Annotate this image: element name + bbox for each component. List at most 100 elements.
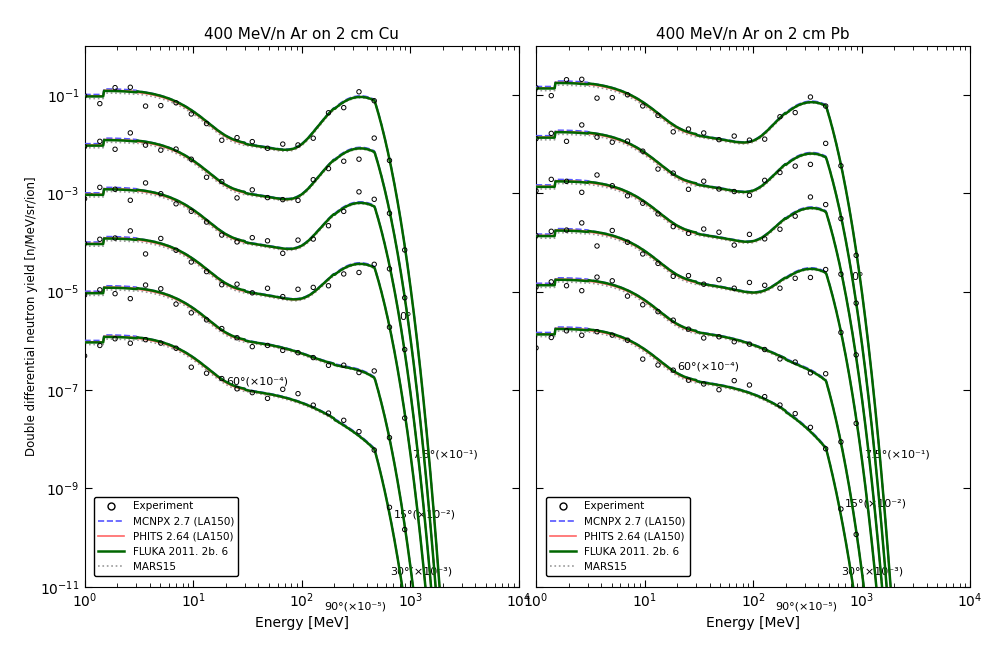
Point: [274, 345, 290, 355]
Point: [771, 168, 787, 178]
Point: [802, 273, 818, 283]
Point: [756, 344, 772, 355]
Point: [214, 135, 230, 145]
Point: [77, 290, 92, 301]
Point: [680, 228, 696, 239]
Point: [137, 334, 153, 345]
Point: [397, 293, 413, 303]
Point: [634, 248, 650, 259]
Point: [711, 184, 727, 194]
Point: [817, 443, 833, 454]
Point: [847, 298, 863, 308]
Point: [786, 211, 802, 222]
Point: [168, 343, 184, 353]
Title: 400 MeV/n Ar on 2 cm Cu: 400 MeV/n Ar on 2 cm Cu: [204, 27, 399, 42]
Point: [320, 360, 336, 370]
Point: [588, 170, 604, 180]
Point: [274, 248, 290, 259]
Point: [229, 237, 245, 247]
Point: [245, 288, 260, 298]
Point: [153, 338, 169, 348]
Point: [528, 343, 544, 353]
Text: 60°(×10⁻⁴): 60°(×10⁻⁴): [226, 376, 287, 387]
Point: [290, 348, 306, 358]
Point: [91, 182, 107, 192]
Point: [711, 385, 727, 395]
Point: [245, 342, 260, 352]
Point: [680, 124, 696, 134]
Point: [381, 502, 397, 512]
Point: [649, 360, 665, 370]
Point: [153, 100, 169, 111]
Point: [756, 233, 772, 244]
Point: [634, 299, 650, 310]
Point: [603, 330, 619, 340]
Text: 30°(×10⁻³): 30°(×10⁻³): [390, 567, 451, 577]
Text: 90°(×10⁻⁵): 90°(×10⁻⁵): [323, 601, 386, 612]
Point: [320, 164, 336, 174]
Point: [603, 93, 619, 103]
Point: [726, 283, 742, 293]
Point: [634, 354, 650, 364]
Point: [543, 276, 559, 287]
Point: [634, 146, 650, 156]
Point: [574, 330, 589, 340]
Point: [558, 176, 574, 186]
Point: [214, 374, 230, 384]
Point: [726, 376, 742, 386]
Point: [817, 368, 833, 379]
Point: [574, 120, 589, 130]
Point: [558, 280, 574, 291]
Point: [603, 181, 619, 191]
Point: [199, 267, 215, 277]
Point: [397, 413, 413, 423]
Point: [91, 234, 107, 244]
Point: [832, 437, 848, 447]
Point: [771, 354, 787, 364]
Point: [381, 263, 397, 274]
Point: [229, 279, 245, 289]
Point: [183, 257, 199, 267]
Point: [726, 336, 742, 347]
Point: [229, 132, 245, 143]
Point: [558, 74, 574, 85]
Text: 7.5°(×10⁻¹): 7.5°(×10⁻¹): [863, 449, 928, 459]
Point: [91, 340, 107, 351]
Point: [305, 175, 321, 185]
Point: [274, 139, 290, 149]
Point: [711, 274, 727, 285]
Point: [771, 400, 787, 410]
Point: [214, 230, 230, 241]
Point: [588, 132, 604, 142]
Point: [274, 384, 290, 394]
Point: [335, 360, 351, 370]
Point: [259, 143, 275, 153]
Point: [558, 225, 574, 235]
Point: [786, 108, 802, 118]
Point: [153, 188, 169, 199]
Point: [107, 334, 123, 344]
Text: 90°(×10⁻⁵): 90°(×10⁻⁵): [774, 601, 836, 612]
Point: [335, 269, 351, 279]
Point: [320, 108, 336, 118]
Point: [741, 229, 756, 239]
Point: [290, 389, 306, 399]
Point: [259, 393, 275, 404]
Point: [290, 284, 306, 295]
Point: [259, 340, 275, 351]
Point: [649, 110, 665, 121]
Point: [77, 194, 92, 204]
Point: [756, 280, 772, 291]
Point: [366, 259, 382, 269]
Point: [335, 102, 351, 113]
Point: [290, 235, 306, 245]
Point: [91, 285, 107, 295]
Point: [680, 184, 696, 194]
Text: 0°: 0°: [850, 272, 863, 282]
Point: [214, 280, 230, 290]
Point: [229, 333, 245, 343]
Point: [711, 227, 727, 237]
Point: [649, 306, 665, 317]
Point: [771, 111, 787, 122]
Point: [77, 238, 92, 248]
